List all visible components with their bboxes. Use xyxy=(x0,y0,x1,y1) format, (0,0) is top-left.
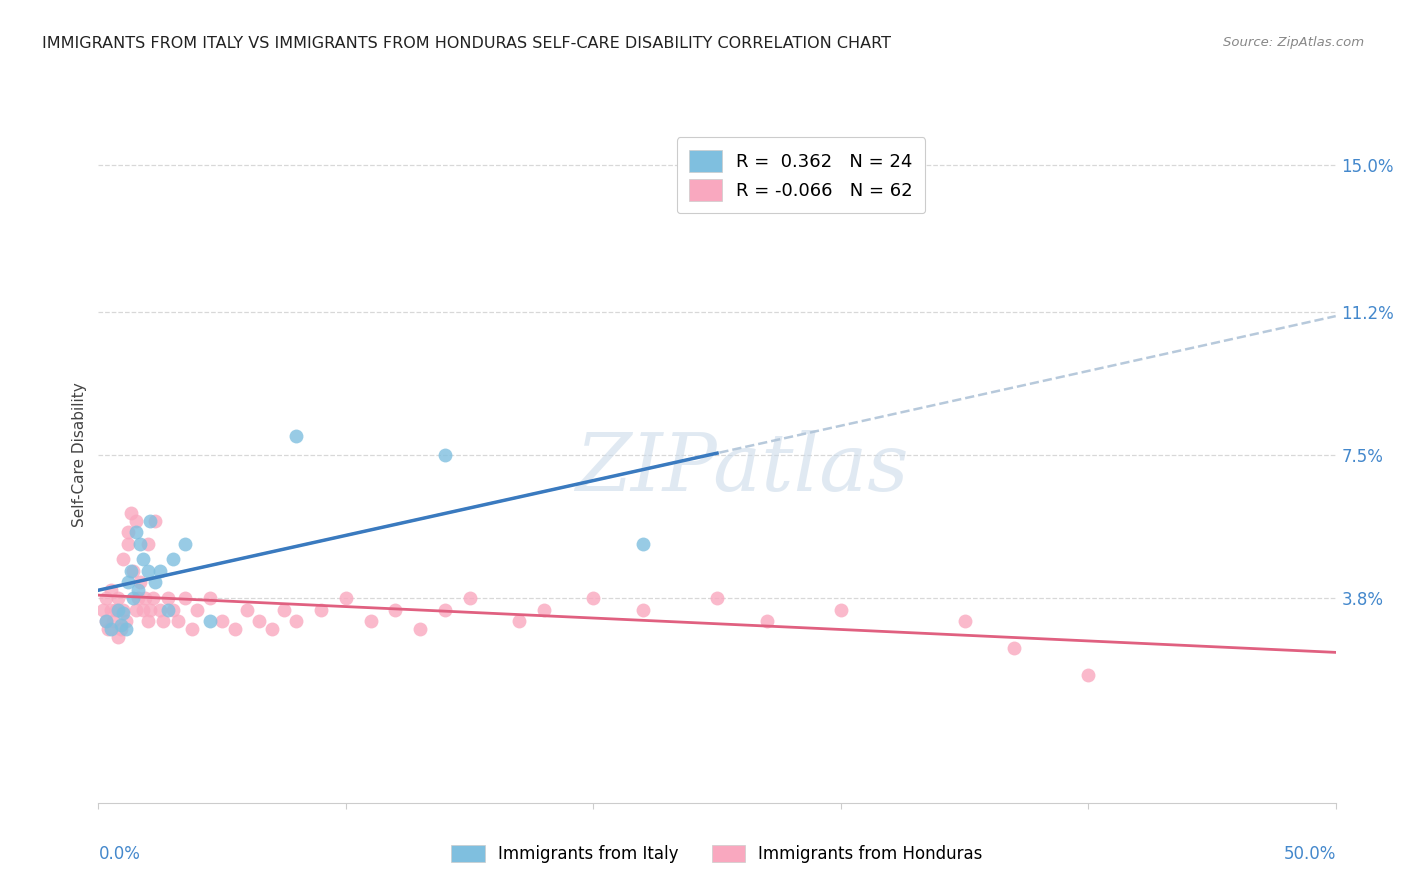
Point xyxy=(97,622,120,636)
Point xyxy=(100,622,122,636)
Point xyxy=(122,591,145,605)
Text: 0.0%: 0.0% xyxy=(98,845,141,863)
Point xyxy=(129,575,152,590)
Point xyxy=(409,622,432,636)
Point xyxy=(143,514,166,528)
Point xyxy=(706,591,728,605)
Point xyxy=(236,602,259,616)
Y-axis label: Self-Care Disability: Self-Care Disability xyxy=(72,383,87,527)
Point xyxy=(631,537,654,551)
Point xyxy=(162,602,184,616)
Point xyxy=(143,575,166,590)
Point xyxy=(152,614,174,628)
Point xyxy=(136,537,159,551)
Point xyxy=(127,591,149,605)
Point xyxy=(100,583,122,598)
Point xyxy=(433,602,456,616)
Point xyxy=(132,552,155,566)
Point xyxy=(112,607,135,621)
Point xyxy=(755,614,778,628)
Point xyxy=(104,602,127,616)
Point xyxy=(156,602,179,616)
Point xyxy=(260,622,283,636)
Point xyxy=(198,591,221,605)
Point xyxy=(100,602,122,616)
Point xyxy=(107,630,129,644)
Point xyxy=(124,514,146,528)
Point xyxy=(508,614,530,628)
Point xyxy=(129,537,152,551)
Point xyxy=(110,622,132,636)
Point xyxy=(112,602,135,616)
Point xyxy=(136,564,159,578)
Point xyxy=(134,591,156,605)
Point xyxy=(384,602,406,616)
Point xyxy=(139,514,162,528)
Point xyxy=(224,622,246,636)
Point xyxy=(142,591,165,605)
Point xyxy=(174,591,197,605)
Point xyxy=(166,614,188,628)
Point xyxy=(112,552,135,566)
Point xyxy=(162,552,184,566)
Point xyxy=(186,602,208,616)
Point xyxy=(117,537,139,551)
Text: Source: ZipAtlas.com: Source: ZipAtlas.com xyxy=(1223,36,1364,49)
Point xyxy=(953,614,976,628)
Point xyxy=(1077,668,1099,682)
Point xyxy=(132,602,155,616)
Point xyxy=(107,602,129,616)
Point xyxy=(127,583,149,598)
Point xyxy=(94,614,117,628)
Text: 50.0%: 50.0% xyxy=(1284,845,1336,863)
Point xyxy=(360,614,382,628)
Point xyxy=(285,614,308,628)
Point xyxy=(285,428,308,442)
Text: ZIPatlas: ZIPatlas xyxy=(575,430,908,508)
Point xyxy=(124,525,146,540)
Point xyxy=(211,614,233,628)
Point xyxy=(582,591,605,605)
Point xyxy=(117,525,139,540)
Point xyxy=(309,602,332,616)
Legend: Immigrants from Italy, Immigrants from Honduras: Immigrants from Italy, Immigrants from H… xyxy=(443,836,991,871)
Point xyxy=(631,602,654,616)
Point xyxy=(122,564,145,578)
Point xyxy=(114,622,136,636)
Point xyxy=(94,614,117,628)
Point xyxy=(1002,641,1025,656)
Point xyxy=(120,506,142,520)
Point xyxy=(93,602,115,616)
Point xyxy=(247,614,270,628)
Point xyxy=(124,602,146,616)
Point xyxy=(273,602,295,616)
Point xyxy=(136,614,159,628)
Point xyxy=(533,602,555,616)
Text: IMMIGRANTS FROM ITALY VS IMMIGRANTS FROM HONDURAS SELF-CARE DISABILITY CORRELATI: IMMIGRANTS FROM ITALY VS IMMIGRANTS FROM… xyxy=(42,36,891,51)
Point xyxy=(117,575,139,590)
Point xyxy=(433,448,456,462)
Point xyxy=(149,564,172,578)
Point xyxy=(149,602,172,616)
Point xyxy=(107,591,129,605)
Point xyxy=(94,591,117,605)
Point xyxy=(139,602,162,616)
Point xyxy=(120,564,142,578)
Point xyxy=(181,622,204,636)
Point xyxy=(458,591,481,605)
Point xyxy=(103,614,125,628)
Point xyxy=(198,614,221,628)
Point xyxy=(335,591,357,605)
Point xyxy=(174,537,197,551)
Point xyxy=(110,618,132,632)
Point xyxy=(114,614,136,628)
Point xyxy=(156,591,179,605)
Point xyxy=(830,602,852,616)
